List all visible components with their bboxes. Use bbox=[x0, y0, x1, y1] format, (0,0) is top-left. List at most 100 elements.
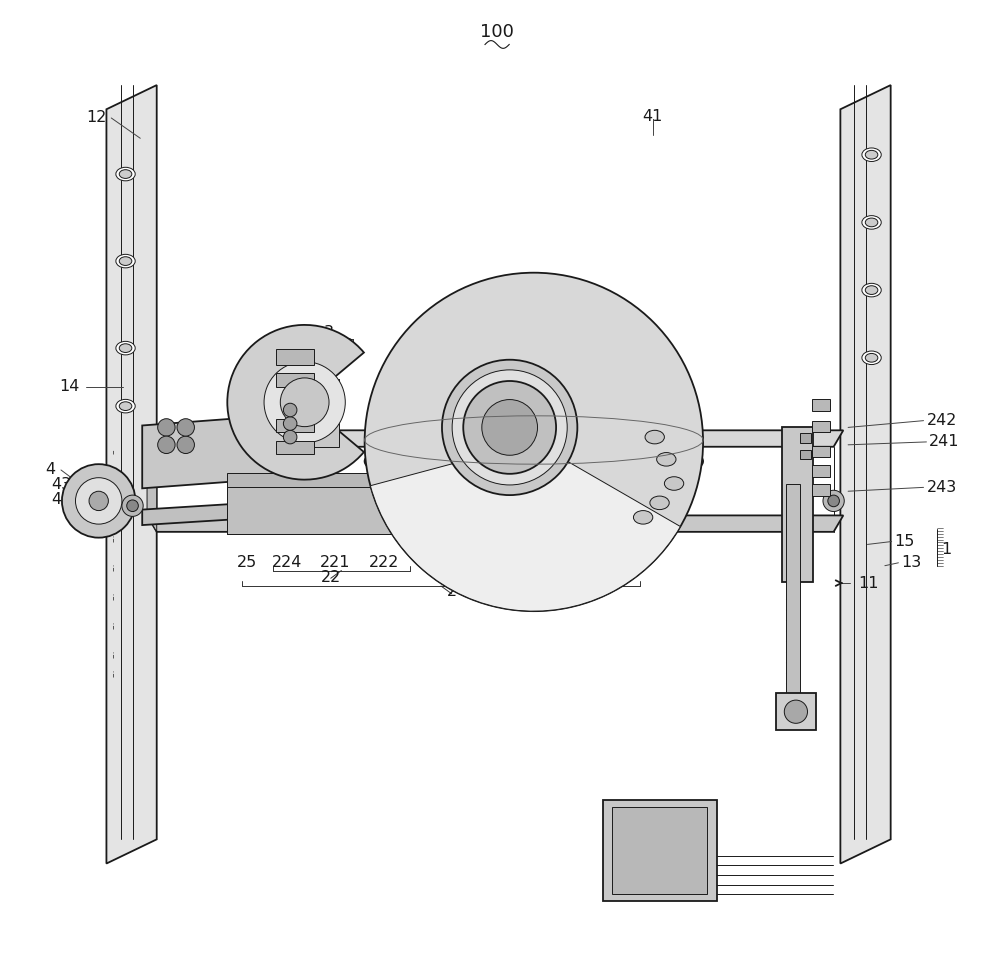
Bar bbox=[812, 446, 830, 457]
Circle shape bbox=[283, 403, 297, 417]
Polygon shape bbox=[147, 430, 157, 532]
Text: 31: 31 bbox=[311, 337, 331, 353]
Bar bbox=[812, 421, 830, 432]
Bar bbox=[786, 484, 800, 716]
Bar bbox=[276, 373, 314, 387]
Text: 41: 41 bbox=[643, 108, 663, 124]
Ellipse shape bbox=[645, 430, 664, 444]
Ellipse shape bbox=[865, 150, 878, 160]
Text: 233: 233 bbox=[574, 555, 604, 571]
Ellipse shape bbox=[365, 432, 703, 490]
Bar bbox=[800, 450, 811, 459]
Circle shape bbox=[828, 495, 839, 507]
Text: 13: 13 bbox=[901, 555, 922, 571]
Circle shape bbox=[784, 700, 808, 723]
Bar bbox=[776, 693, 816, 730]
Text: 100: 100 bbox=[480, 23, 514, 41]
Polygon shape bbox=[142, 500, 297, 525]
Polygon shape bbox=[147, 430, 843, 447]
Polygon shape bbox=[106, 85, 157, 864]
Bar bbox=[276, 349, 314, 365]
Text: 21: 21 bbox=[435, 555, 455, 571]
Ellipse shape bbox=[116, 399, 135, 413]
Text: 24: 24 bbox=[618, 555, 639, 571]
Ellipse shape bbox=[119, 343, 132, 352]
Ellipse shape bbox=[862, 283, 881, 297]
Bar bbox=[227, 473, 399, 534]
Text: 32: 32 bbox=[335, 337, 355, 353]
Ellipse shape bbox=[116, 341, 135, 355]
Ellipse shape bbox=[119, 170, 132, 179]
Text: 234: 234 bbox=[526, 318, 557, 334]
Text: 243: 243 bbox=[926, 480, 957, 495]
Circle shape bbox=[283, 417, 297, 430]
Text: 231: 231 bbox=[531, 555, 562, 571]
Circle shape bbox=[280, 378, 329, 426]
Circle shape bbox=[283, 430, 297, 444]
Text: 11: 11 bbox=[858, 575, 878, 591]
Polygon shape bbox=[840, 85, 891, 864]
Ellipse shape bbox=[116, 254, 135, 268]
Text: 3: 3 bbox=[324, 325, 334, 340]
Circle shape bbox=[158, 436, 175, 454]
Ellipse shape bbox=[865, 286, 878, 295]
Ellipse shape bbox=[119, 402, 132, 411]
Text: 43: 43 bbox=[51, 477, 72, 492]
Circle shape bbox=[75, 478, 122, 524]
Circle shape bbox=[158, 419, 175, 436]
Polygon shape bbox=[142, 414, 297, 488]
Circle shape bbox=[482, 399, 538, 455]
Circle shape bbox=[177, 436, 194, 454]
Circle shape bbox=[442, 360, 577, 495]
Bar bbox=[782, 427, 813, 582]
Ellipse shape bbox=[664, 477, 684, 490]
Circle shape bbox=[62, 464, 135, 538]
Ellipse shape bbox=[119, 257, 132, 266]
Ellipse shape bbox=[865, 219, 878, 227]
Circle shape bbox=[177, 419, 194, 436]
Bar bbox=[612, 807, 707, 894]
Text: 15: 15 bbox=[895, 534, 915, 549]
Bar bbox=[800, 433, 811, 443]
Bar bbox=[276, 441, 314, 454]
Ellipse shape bbox=[633, 511, 653, 524]
Ellipse shape bbox=[862, 148, 881, 161]
Circle shape bbox=[89, 491, 108, 511]
Ellipse shape bbox=[862, 351, 881, 365]
Text: 22: 22 bbox=[321, 570, 341, 585]
Bar bbox=[812, 399, 830, 411]
Bar bbox=[314, 379, 339, 447]
Ellipse shape bbox=[657, 453, 676, 466]
Text: 14: 14 bbox=[59, 379, 79, 395]
Text: 25: 25 bbox=[237, 555, 257, 571]
Circle shape bbox=[365, 273, 703, 611]
Bar bbox=[227, 487, 399, 534]
Ellipse shape bbox=[865, 354, 878, 363]
Wedge shape bbox=[264, 362, 345, 443]
Bar bbox=[812, 484, 830, 496]
Ellipse shape bbox=[650, 496, 669, 510]
Text: 222: 222 bbox=[369, 555, 399, 571]
Bar bbox=[276, 419, 314, 432]
Text: 242: 242 bbox=[926, 413, 957, 428]
Text: 12: 12 bbox=[86, 110, 106, 126]
Text: 221: 221 bbox=[320, 555, 351, 571]
Circle shape bbox=[823, 490, 844, 512]
Circle shape bbox=[452, 369, 567, 484]
Wedge shape bbox=[370, 442, 680, 611]
Text: 2: 2 bbox=[447, 584, 457, 600]
Text: 1: 1 bbox=[941, 542, 951, 557]
Text: 33: 33 bbox=[274, 337, 294, 353]
Ellipse shape bbox=[862, 216, 881, 229]
Circle shape bbox=[463, 381, 556, 474]
Text: 23: 23 bbox=[553, 570, 573, 585]
Text: 42: 42 bbox=[51, 492, 72, 508]
Bar bbox=[603, 800, 717, 901]
Circle shape bbox=[122, 495, 143, 516]
Text: 241: 241 bbox=[929, 434, 960, 450]
Text: 4: 4 bbox=[45, 462, 55, 478]
Circle shape bbox=[127, 500, 138, 512]
Bar bbox=[812, 465, 830, 477]
Text: 224: 224 bbox=[272, 555, 302, 571]
Wedge shape bbox=[227, 325, 364, 480]
